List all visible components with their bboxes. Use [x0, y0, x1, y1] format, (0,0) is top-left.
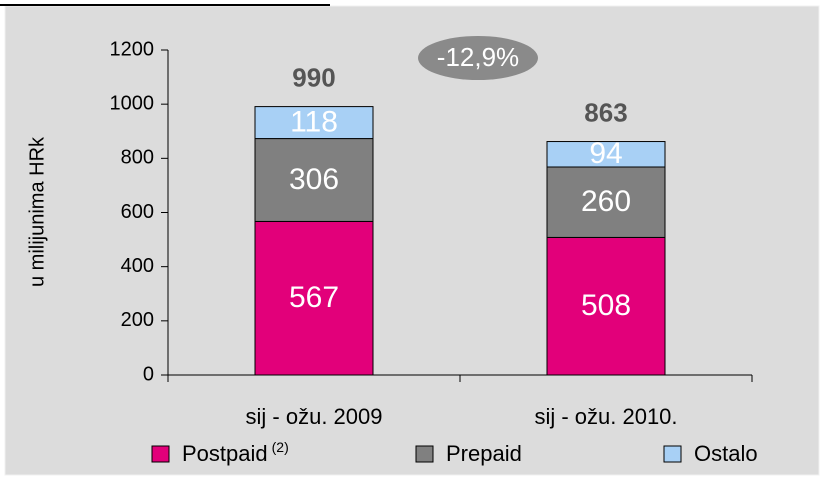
- data-label: 508: [581, 289, 631, 322]
- total-label: 863: [584, 97, 627, 127]
- bar-segment: [546, 236, 666, 376]
- y-tick-label: 1200: [110, 38, 155, 60]
- data-label: 94: [589, 137, 622, 170]
- legend-name: Ostalo: [694, 441, 758, 466]
- data-label: 260: [581, 185, 631, 218]
- y-axis-label: u milijunima HRk: [26, 136, 48, 287]
- y-tick-label: 800: [121, 147, 154, 169]
- annotation-bubble: [418, 36, 538, 80]
- legend-swatch: [663, 445, 682, 463]
- legend-label: Ostalo: [694, 441, 758, 466]
- data-label: 306: [289, 163, 339, 196]
- legend-swatch: [415, 445, 434, 463]
- legend-name: Postpaid: [182, 441, 268, 466]
- y-tick-label: 600: [121, 201, 154, 223]
- bar-segment: [254, 138, 374, 222]
- legend-footnote: (2): [272, 439, 289, 455]
- legend-label: Postpaid (2): [182, 439, 289, 466]
- y-tick-label: 400: [121, 255, 154, 277]
- y-tick-label: 0: [143, 363, 154, 385]
- data-label: 567: [289, 281, 339, 314]
- y-tick-label: 200: [121, 309, 154, 331]
- total-label: 990: [292, 62, 335, 92]
- panel: [4, 5, 820, 476]
- annotation: -12,9%: [437, 42, 519, 72]
- legend-name: Prepaid: [446, 441, 522, 466]
- legend-swatch: [151, 445, 170, 463]
- bar-segment: [546, 141, 666, 168]
- bar-segment: [546, 166, 666, 238]
- legend-label: Prepaid: [446, 441, 522, 466]
- x-tick-label: sij - ožu. 2009: [246, 404, 383, 429]
- y-tick-label: 1000: [110, 92, 155, 114]
- bar-segment: [254, 106, 374, 140]
- data-label: 118: [290, 106, 338, 139]
- x-tick-label: sij - ožu. 2010.: [534, 404, 677, 429]
